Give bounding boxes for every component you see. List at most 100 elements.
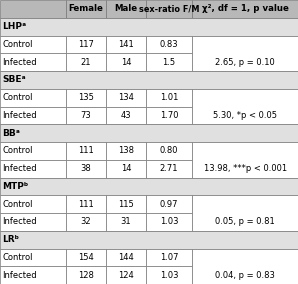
Bar — [66, 213, 106, 231]
Text: 1.70: 1.70 — [160, 111, 179, 120]
Bar — [66, 266, 106, 284]
Bar — [106, 106, 146, 124]
Text: 141: 141 — [118, 40, 134, 49]
Text: 128: 128 — [78, 271, 94, 280]
Bar — [106, 213, 146, 231]
Text: 73: 73 — [80, 111, 91, 120]
Text: Infected: Infected — [2, 58, 37, 67]
Text: 1.03: 1.03 — [160, 271, 179, 280]
Text: MTPᵇ: MTPᵇ — [2, 182, 29, 191]
Bar — [192, 248, 298, 284]
Text: sex-ratio F/M: sex-ratio F/M — [139, 4, 199, 13]
Bar — [66, 53, 106, 71]
Bar — [192, 0, 298, 18]
Bar — [106, 36, 146, 53]
Bar — [146, 36, 192, 53]
Bar — [146, 160, 192, 178]
Text: 138: 138 — [118, 146, 134, 155]
Bar — [106, 53, 146, 71]
Text: 0.80: 0.80 — [160, 146, 179, 155]
Text: Control: Control — [2, 93, 33, 102]
Bar — [106, 89, 146, 106]
Bar — [146, 0, 192, 18]
Bar — [0, 0, 66, 18]
Text: 115: 115 — [118, 200, 134, 209]
Bar — [0, 71, 298, 89]
Text: 111: 111 — [78, 200, 94, 209]
Bar — [192, 36, 298, 71]
Text: 1.03: 1.03 — [160, 217, 179, 226]
Bar — [66, 248, 106, 266]
Bar — [66, 160, 106, 178]
Text: 14: 14 — [121, 58, 131, 67]
Text: 0.04, p = 0.83: 0.04, p = 0.83 — [215, 271, 275, 280]
Bar — [0, 53, 66, 71]
Bar — [0, 160, 66, 178]
Bar — [146, 89, 192, 106]
Bar — [0, 231, 298, 248]
Bar — [66, 106, 106, 124]
Bar — [192, 89, 298, 124]
Text: χ², df = 1, p value: χ², df = 1, p value — [202, 4, 288, 13]
Text: 124: 124 — [118, 271, 134, 280]
Bar — [146, 266, 192, 284]
Bar — [0, 142, 66, 160]
Bar — [106, 160, 146, 178]
Bar — [106, 195, 146, 213]
Bar — [0, 18, 298, 36]
Text: 43: 43 — [121, 111, 131, 120]
Text: 1.5: 1.5 — [162, 58, 176, 67]
Bar — [0, 106, 66, 124]
Text: 13.98, ***p < 0.001: 13.98, ***p < 0.001 — [204, 164, 287, 173]
Bar — [192, 142, 298, 178]
Bar — [0, 266, 66, 284]
Bar — [66, 195, 106, 213]
Bar — [0, 195, 66, 213]
Bar — [146, 248, 192, 266]
Text: Male: Male — [114, 4, 137, 13]
Text: 31: 31 — [121, 217, 131, 226]
Text: LRᵇ: LRᵇ — [2, 235, 19, 244]
Text: 134: 134 — [118, 93, 134, 102]
Text: 32: 32 — [80, 217, 91, 226]
Bar — [192, 195, 298, 231]
Bar — [0, 248, 66, 266]
Text: SBEᵃ: SBEᵃ — [2, 75, 26, 84]
Text: 135: 135 — [78, 93, 94, 102]
Bar — [0, 213, 66, 231]
Text: Control: Control — [2, 146, 33, 155]
Text: Infected: Infected — [2, 164, 37, 173]
Text: 1.07: 1.07 — [160, 253, 179, 262]
Text: 154: 154 — [78, 253, 94, 262]
Text: 38: 38 — [80, 164, 91, 173]
Bar — [106, 248, 146, 266]
Text: 5.30, *p < 0.05: 5.30, *p < 0.05 — [213, 111, 277, 120]
Text: Infected: Infected — [2, 111, 37, 120]
Text: 0.05, p = 0.81: 0.05, p = 0.81 — [215, 217, 275, 226]
Bar — [146, 213, 192, 231]
Text: Infected: Infected — [2, 217, 37, 226]
Text: 111: 111 — [78, 146, 94, 155]
Bar — [0, 124, 298, 142]
Bar — [106, 142, 146, 160]
Bar — [146, 53, 192, 71]
Text: Control: Control — [2, 40, 33, 49]
Bar — [66, 0, 106, 18]
Text: 14: 14 — [121, 164, 131, 173]
Bar — [66, 36, 106, 53]
Bar — [0, 178, 298, 195]
Text: BBᵃ: BBᵃ — [2, 129, 20, 138]
Bar — [146, 106, 192, 124]
Text: 0.97: 0.97 — [160, 200, 179, 209]
Text: 144: 144 — [118, 253, 134, 262]
Text: 1.01: 1.01 — [160, 93, 178, 102]
Text: 117: 117 — [78, 40, 94, 49]
Bar — [0, 89, 66, 106]
Text: Infected: Infected — [2, 271, 37, 280]
Bar — [146, 142, 192, 160]
Text: 21: 21 — [80, 58, 91, 67]
Text: 0.83: 0.83 — [160, 40, 179, 49]
Bar — [0, 36, 66, 53]
Text: 2.65, p = 0.10: 2.65, p = 0.10 — [215, 58, 275, 67]
Bar — [66, 89, 106, 106]
